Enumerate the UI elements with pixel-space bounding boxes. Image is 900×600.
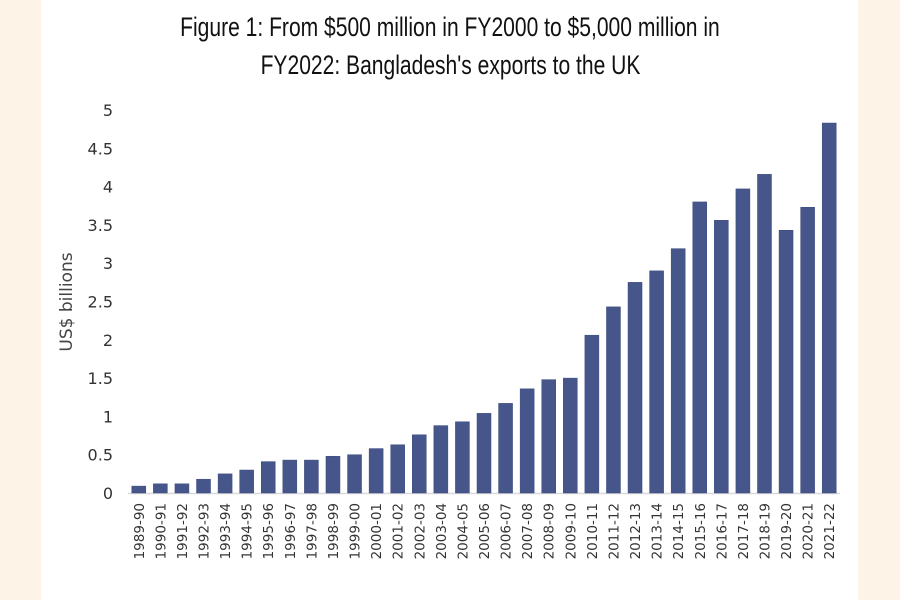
bar-2013-14 (649, 270, 664, 494)
x-tick-label: 2004-05 (455, 503, 471, 559)
bar-1997-98 (304, 459, 319, 494)
bar-2010-11 (584, 334, 600, 494)
x-tick-label: 2007-08 (520, 503, 536, 559)
y-tick-label: 1.5 (88, 369, 113, 388)
bar-2018-19 (757, 174, 772, 494)
x-tick-label: 2021-22 (822, 503, 838, 559)
x-tick-label: 2010-11 (585, 503, 601, 559)
x-tick-label: 2008-09 (542, 503, 558, 559)
bar-2020-21 (800, 207, 815, 494)
bar-1996-97 (282, 459, 298, 494)
chart-title-text: FY2022: Bangladesh's exports to the UK (260, 50, 640, 80)
x-tick-label: 1994-95 (240, 503, 256, 559)
bar-2006-07 (498, 403, 513, 494)
bar-2021-22 (821, 122, 837, 494)
x-tick-label: 2002-03 (412, 503, 428, 559)
bar-2009-10 (563, 377, 578, 494)
bar-1990-91 (153, 483, 168, 494)
x-tick-label: 2015-16 (693, 503, 709, 559)
x-tick-label: 1993-94 (218, 503, 234, 559)
bar-1994-95 (239, 469, 254, 494)
chart-title-line-2: FY2022: Bangladesh's exports to the UK (0, 50, 900, 81)
x-tick-label: 1999-00 (348, 503, 364, 559)
x-tick-label: 2018-19 (757, 503, 773, 559)
bar-1999-00 (347, 454, 362, 494)
bar-2016-17 (714, 220, 729, 494)
x-tick-label: 1990-91 (153, 503, 169, 559)
x-tick-label: 2000-01 (369, 503, 385, 559)
y-tick-label: 2 (103, 331, 113, 350)
x-tick-label: 2012-13 (628, 503, 644, 559)
bar-2007-08 (519, 388, 535, 494)
bar-2011-12 (606, 306, 621, 494)
y-tick-label: 4.5 (88, 139, 113, 158)
bar-1993-94 (217, 473, 233, 494)
x-tick-label: 2020-21 (801, 503, 817, 559)
x-tick-label: 1989-90 (132, 503, 148, 559)
bar-2017-18 (735, 188, 751, 494)
bar-2004-05 (455, 421, 470, 494)
bar-1991-92 (174, 483, 190, 494)
x-tick-label: 2006-07 (499, 503, 515, 559)
y-tick-label: 3.5 (88, 216, 113, 235)
bar-2003-04 (433, 425, 449, 494)
y-tick-label: 4 (103, 178, 113, 197)
x-tick-label: 1995-96 (261, 503, 277, 559)
x-tick-label: 2017-18 (736, 503, 752, 559)
y-tick-label: 0 (103, 484, 113, 503)
x-tick-label: 1992-93 (197, 503, 213, 559)
x-tick-label: 2001-02 (391, 503, 407, 559)
x-tick-label: 2019-20 (779, 503, 795, 559)
x-tick-label: 1996-97 (283, 503, 299, 559)
y-tick-label: 3 (103, 254, 113, 273)
x-tick-label: 2009-10 (563, 503, 579, 559)
bar-2008-09 (541, 379, 556, 494)
y-tick-label: 2.5 (88, 293, 113, 312)
bar-2012-13 (627, 282, 643, 494)
y-tick-label: 0.5 (88, 446, 113, 465)
bar-2000-01 (368, 448, 384, 494)
x-tick-label: 2014-15 (671, 503, 687, 559)
bar-2002-03 (412, 434, 427, 494)
x-tick-label: 2016-17 (714, 503, 730, 559)
bar-2005-06 (476, 413, 492, 494)
x-tick-label: 2013-14 (650, 503, 666, 559)
bar-2015-16 (692, 201, 708, 494)
y-tick-label: 5 (103, 101, 113, 120)
bar-1998-99 (325, 455, 341, 494)
x-tick-label: 1998-99 (326, 503, 342, 559)
chart-title-text: Figure 1: From $500 million in FY2000 to… (180, 12, 720, 42)
bar-2014-15 (670, 248, 686, 494)
x-tick-label: 2003-04 (434, 503, 450, 559)
bar-2019-20 (778, 230, 794, 494)
x-tick-label: 1997-98 (304, 503, 320, 559)
y-axis-label: US$ billions (57, 252, 77, 351)
bar-1989-90 (131, 485, 147, 494)
y-tick-label: 1 (103, 407, 113, 426)
x-tick-label: 1991-92 (175, 503, 191, 559)
bar-1992-93 (196, 478, 211, 494)
x-tick-label: 2005-06 (477, 503, 493, 559)
bar-2001-02 (390, 444, 405, 494)
x-tick-label: 2011-12 (606, 503, 622, 559)
bar-1995-96 (260, 461, 276, 494)
chart-title-line-1: Figure 1: From $500 million in FY2000 to… (0, 12, 900, 43)
